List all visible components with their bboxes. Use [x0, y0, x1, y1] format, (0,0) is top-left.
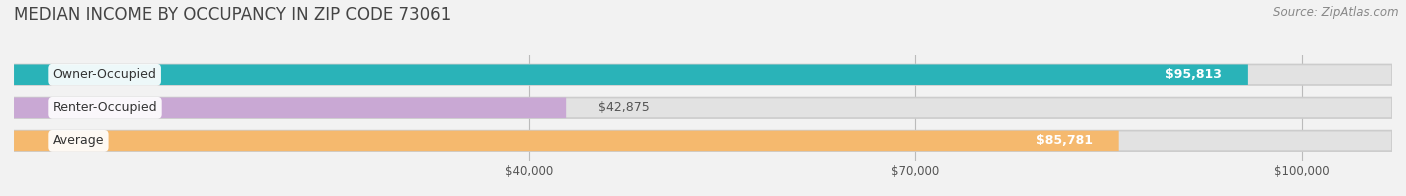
Text: Owner-Occupied: Owner-Occupied: [52, 68, 156, 81]
Text: Source: ZipAtlas.com: Source: ZipAtlas.com: [1274, 6, 1399, 19]
Text: Renter-Occupied: Renter-Occupied: [52, 101, 157, 114]
Text: $85,781: $85,781: [1036, 134, 1092, 147]
FancyBboxPatch shape: [14, 131, 1392, 151]
FancyBboxPatch shape: [14, 64, 1249, 85]
Text: $42,875: $42,875: [599, 101, 650, 114]
FancyBboxPatch shape: [14, 98, 1392, 118]
Text: $95,813: $95,813: [1166, 68, 1222, 81]
Text: MEDIAN INCOME BY OCCUPANCY IN ZIP CODE 73061: MEDIAN INCOME BY OCCUPANCY IN ZIP CODE 7…: [14, 6, 451, 24]
Text: Average: Average: [52, 134, 104, 147]
FancyBboxPatch shape: [14, 98, 567, 118]
FancyBboxPatch shape: [14, 131, 1119, 151]
FancyBboxPatch shape: [14, 64, 1392, 85]
